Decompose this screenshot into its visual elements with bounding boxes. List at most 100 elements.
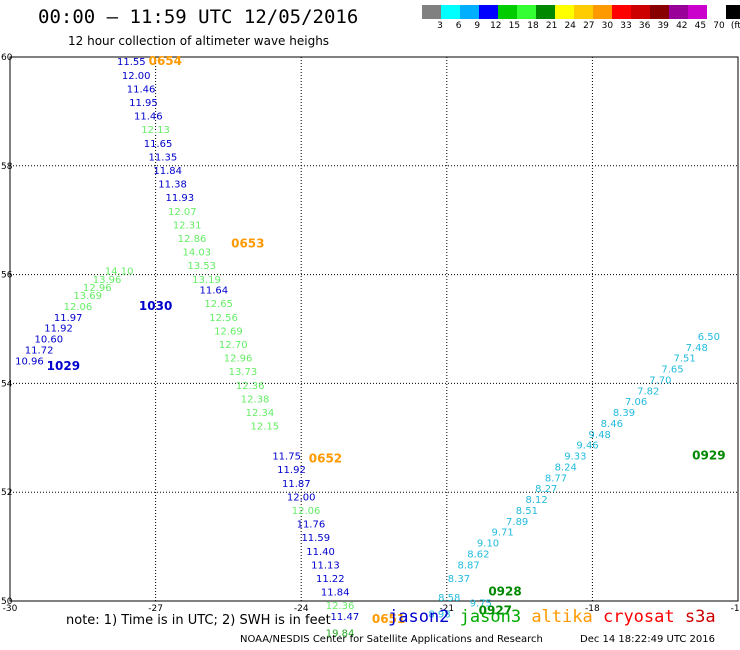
legend-tick-label: (ft) [730, 21, 740, 31]
swh-point-jason2: 11.87 [282, 479, 311, 490]
swh-point-jason2: 11.76 [297, 520, 326, 531]
x-tick-label: -18 [585, 604, 600, 614]
swh-point-jason2: 11.22 [316, 574, 345, 585]
legend-tick-label: 6 [455, 21, 462, 31]
y-tick-label: 50 [1, 597, 13, 607]
legend-swatch [574, 5, 593, 19]
pass-time-label: 0928 [488, 585, 521, 599]
swh-point-s3a: 9.33 [564, 452, 586, 463]
legend-tick-label: 9 [474, 21, 481, 31]
legend-tick-label: 45 [694, 21, 707, 31]
swh-point-s3a: 8.77 [545, 473, 567, 484]
legend-swatch [612, 5, 631, 19]
swh-point-altika: 12.65 [204, 299, 233, 310]
swh-point-jason2: 12.00 [287, 492, 316, 503]
swh-point-altika: 12.34 [246, 408, 275, 419]
swh-point-jason2: 11.92 [277, 465, 306, 476]
legend-swatch [517, 5, 536, 19]
swh-point-altika: 12.36 [326, 601, 355, 612]
legend-tick-label: 21 [545, 21, 558, 31]
swh-point-jason2: 11.75 [272, 452, 301, 463]
swh-point-altika: 14.10 [105, 267, 134, 278]
swh-point-altika: 12.06 [64, 302, 93, 313]
legend-swatch [422, 5, 441, 19]
swh-point-altika: 12.70 [219, 340, 248, 351]
satellite-cryosat: cryosat [602, 607, 685, 627]
swh-point-s3a: 8.37 [448, 574, 470, 585]
x-tick-label: -24 [294, 604, 309, 614]
x-tick-label: -27 [148, 604, 163, 614]
swh-point-s3a: 8.51 [516, 506, 538, 517]
swh-point-jason2: 11.46 [127, 84, 156, 95]
swh-point-altika: 13.69 [73, 291, 102, 302]
swh-point-s3a: 8.46 [601, 419, 623, 430]
legend-swatch [555, 5, 574, 19]
timestamp-text: Dec 14 18:22:49 UTC 2016 [580, 634, 715, 645]
swh-point-altika: 13.96 [93, 275, 122, 286]
swh-point-altika: 12.31 [173, 220, 202, 231]
swh-point-s3a: 8.39 [613, 408, 635, 419]
satellite-jason2: jason2 [388, 607, 460, 627]
y-tick-label: 58 [1, 162, 13, 172]
swh-point-jason2: 11.47 [331, 612, 360, 623]
swh-point-s3a: 8.24 [555, 462, 577, 473]
legend-tick-label: 24 [564, 21, 576, 31]
legend-swatch [460, 5, 479, 19]
swh-point-s3a: 9.46 [576, 441, 598, 452]
swh-point-s3a: 9.10 [477, 539, 499, 550]
legend-swatch [726, 5, 740, 19]
swh-point-altika: 13.19 [192, 275, 221, 286]
legend-swatch [669, 5, 688, 19]
swh-point-s3a: 7.48 [686, 343, 708, 354]
x-tick-label: -30 [3, 604, 18, 614]
credit-text: NOAA/NESDIS Center for Satellite Applica… [240, 634, 543, 645]
swh-point-jason2: 11.92 [44, 324, 73, 335]
swh-point-jason2: 11.64 [200, 286, 229, 297]
plot-frame [9, 56, 739, 602]
legend-tick-label: 42 [676, 21, 688, 31]
swh-point-altika: 12.96 [83, 283, 112, 294]
swh-point-s3a: 7.89 [506, 517, 528, 528]
pass-time-label: 0651 [372, 612, 405, 626]
satellite-altika: altika [531, 607, 603, 627]
legend-swatch [631, 5, 650, 19]
chart-title: 00:00 — 11:59 UTC 12/05/2016 [38, 6, 359, 28]
y-tick-label: 56 [1, 271, 13, 281]
swh-point-jason2: 11.13 [311, 560, 340, 571]
legend-tick-label: 36 [638, 21, 651, 31]
swh-point-s3a: 9.48 [589, 430, 611, 441]
color-legend-bar [422, 5, 740, 19]
legend-tick-label: 3 [437, 21, 443, 31]
y-tick-label: 52 [1, 488, 12, 498]
swh-point-s3a: 7.51 [673, 354, 695, 365]
footer-note: note: 1) Time is in UTC; 2) SWH is in fe… [66, 613, 331, 628]
swh-point-altika: 12.36 [236, 381, 265, 392]
legend-tick-label: 27 [583, 21, 595, 31]
swh-point-jason2: 11.46 [134, 112, 163, 123]
swh-point-s3a: 8.12 [525, 495, 547, 506]
swh-point-altika: 12.15 [250, 422, 279, 433]
legend-swatch [593, 5, 612, 19]
swh-point-s3a: 8.98 [428, 609, 450, 620]
swh-point-jason3: 19.84 [326, 628, 355, 639]
legend-tick-label: 12 [490, 21, 502, 31]
swh-point-altika: 13.73 [229, 367, 258, 378]
pass-time-label: 0654 [149, 54, 182, 68]
swh-point-jason2: 11.59 [301, 533, 330, 544]
swh-point-s3a: 8.27 [535, 484, 557, 495]
swh-point-altika: 12.38 [241, 394, 270, 405]
swh-point-jason2: 10.96 [15, 356, 44, 367]
legend-tick-label: 18 [527, 21, 539, 31]
swh-point-altika: 12.13 [141, 125, 170, 136]
swh-point-jason2: 11.95 [129, 98, 158, 109]
y-tick-label: 54 [1, 379, 13, 389]
swh-point-s3a: 9.75 [470, 598, 492, 609]
swh-point-jason2: 11.40 [306, 547, 335, 558]
footer-credit: NOAA/NESDIS Center for Satellite Applica… [240, 634, 715, 645]
pass-time-label: 1029 [47, 359, 80, 373]
legend-tick-label: 30 [601, 21, 614, 31]
swh-point-altika: 14.03 [183, 248, 212, 259]
swh-point-altika: 13.53 [187, 261, 216, 272]
